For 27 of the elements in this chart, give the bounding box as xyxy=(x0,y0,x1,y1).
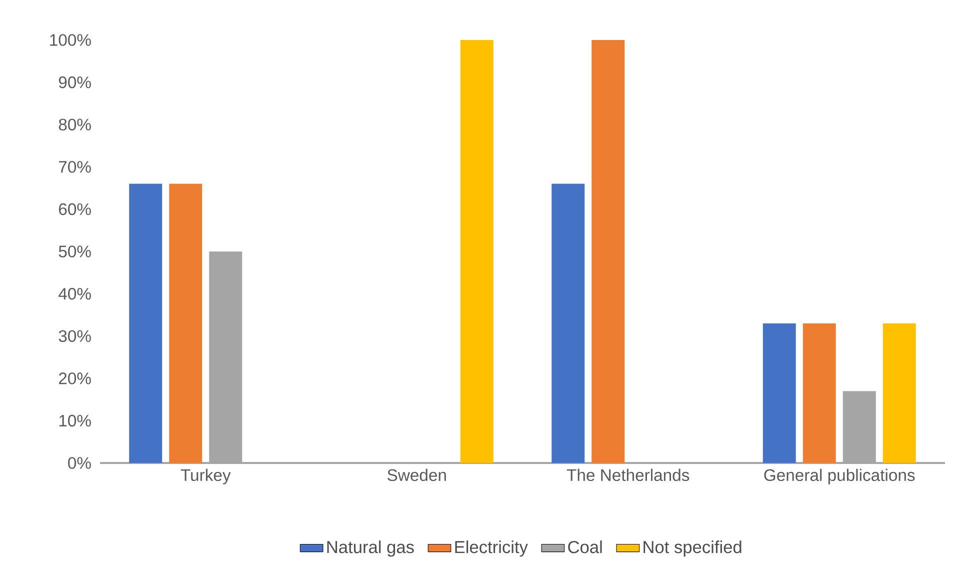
bar xyxy=(592,40,625,463)
bar xyxy=(552,184,585,463)
y-tick-label: 50% xyxy=(58,246,91,258)
bar xyxy=(129,184,162,463)
legend-label: Electricity xyxy=(455,540,528,557)
y-tick-label: 60% xyxy=(58,203,91,216)
bar xyxy=(802,323,836,463)
y-tick-label: 90% xyxy=(58,76,91,88)
legend-label: Not specified xyxy=(644,540,742,557)
x-tick-label: General publications xyxy=(764,468,915,484)
x-tick-label: The Netherlands xyxy=(566,468,690,482)
y-tick-label: 100% xyxy=(50,34,91,46)
y-tick-label: 0% xyxy=(68,457,91,469)
y-tick-label: 70% xyxy=(59,161,91,173)
y-tick-label: 40% xyxy=(58,288,91,300)
x-tick-label: Sweden xyxy=(388,468,446,482)
legend-label: Coal xyxy=(568,540,602,554)
bar xyxy=(762,323,796,463)
x-tick-label: Turkey xyxy=(180,468,231,484)
y-tick-label: 10% xyxy=(59,414,91,427)
bar xyxy=(460,40,494,463)
y-tick-label: 30% xyxy=(58,330,91,342)
bar xyxy=(169,184,202,463)
bar xyxy=(882,323,916,463)
y-tick-label: 20% xyxy=(58,372,91,384)
y-tick-label: 80% xyxy=(58,118,91,130)
legend-label: Natural gas xyxy=(327,540,414,557)
